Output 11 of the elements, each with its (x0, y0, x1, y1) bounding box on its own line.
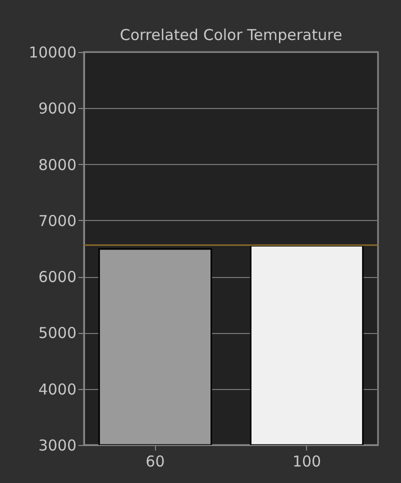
x-tick-label: 100 (292, 452, 322, 470)
y-tick-label: 7000 (38, 212, 76, 230)
y-tick-label: 10000 (28, 44, 76, 62)
y-tick-label: 8000 (38, 156, 76, 174)
chart-title: Correlated Color Temperature (120, 26, 342, 44)
y-tick-label: 6000 (38, 268, 76, 286)
x-tick-label: 60 (146, 452, 165, 470)
y-tick-label: 9000 (38, 100, 76, 118)
y-tick-label: 3000 (38, 436, 76, 454)
y-tick-label: 4000 (38, 380, 76, 398)
y-tick-label: 5000 (38, 324, 76, 342)
